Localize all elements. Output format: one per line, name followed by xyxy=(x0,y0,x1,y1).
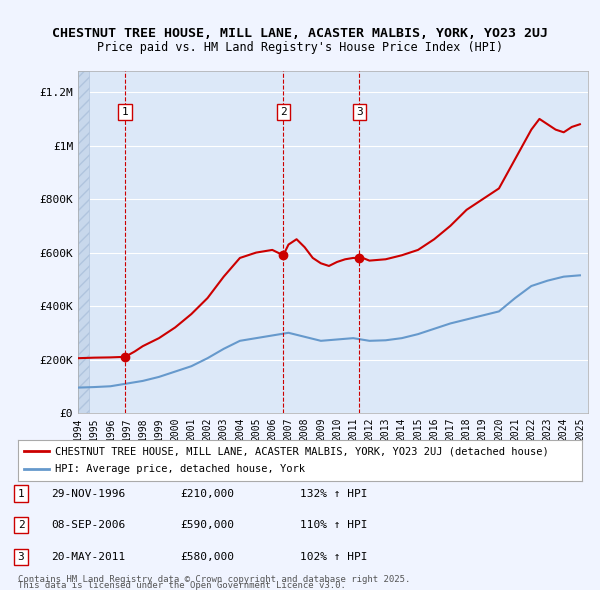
Text: 3: 3 xyxy=(17,552,25,562)
Text: HPI: Average price, detached house, York: HPI: Average price, detached house, York xyxy=(55,464,305,474)
Text: 08-SEP-2006: 08-SEP-2006 xyxy=(51,520,125,530)
Text: £580,000: £580,000 xyxy=(180,552,234,562)
Text: 1: 1 xyxy=(17,489,25,499)
Text: Price paid vs. HM Land Registry's House Price Index (HPI): Price paid vs. HM Land Registry's House … xyxy=(97,41,503,54)
Text: 20-MAY-2011: 20-MAY-2011 xyxy=(51,552,125,562)
Text: £210,000: £210,000 xyxy=(180,489,234,499)
Text: 2: 2 xyxy=(280,107,287,117)
Text: 3: 3 xyxy=(356,107,363,117)
Text: 1: 1 xyxy=(122,107,128,117)
Text: CHESTNUT TREE HOUSE, MILL LANE, ACASTER MALBIS, YORK, YO23 2UJ (detached house): CHESTNUT TREE HOUSE, MILL LANE, ACASTER … xyxy=(55,446,548,456)
Text: 110% ↑ HPI: 110% ↑ HPI xyxy=(300,520,367,530)
Text: Contains HM Land Registry data © Crown copyright and database right 2025.: Contains HM Land Registry data © Crown c… xyxy=(18,575,410,584)
Text: 102% ↑ HPI: 102% ↑ HPI xyxy=(300,552,367,562)
Bar xyxy=(78,71,89,413)
Text: 29-NOV-1996: 29-NOV-1996 xyxy=(51,489,125,499)
Text: CHESTNUT TREE HOUSE, MILL LANE, ACASTER MALBIS, YORK, YO23 2UJ: CHESTNUT TREE HOUSE, MILL LANE, ACASTER … xyxy=(52,27,548,40)
Text: £590,000: £590,000 xyxy=(180,520,234,530)
Text: This data is licensed under the Open Government Licence v3.0.: This data is licensed under the Open Gov… xyxy=(18,581,346,590)
Text: 2: 2 xyxy=(17,520,25,530)
Text: 132% ↑ HPI: 132% ↑ HPI xyxy=(300,489,367,499)
